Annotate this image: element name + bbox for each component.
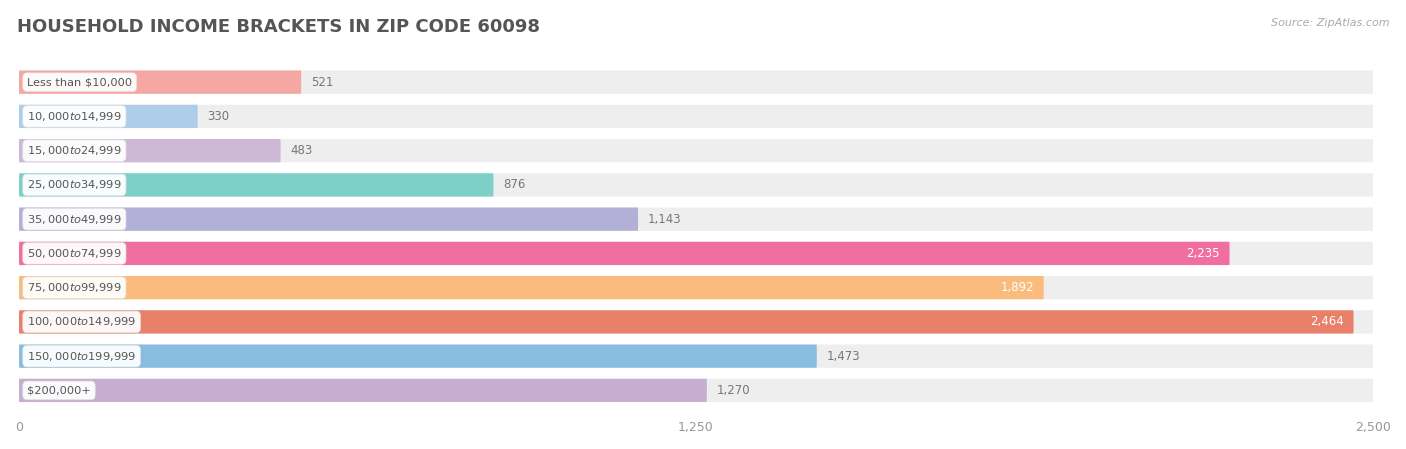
FancyBboxPatch shape: [20, 276, 1043, 299]
Text: 1,892: 1,892: [1001, 281, 1033, 294]
Text: $10,000 to $14,999: $10,000 to $14,999: [27, 110, 122, 123]
Text: 1,473: 1,473: [827, 350, 860, 363]
FancyBboxPatch shape: [20, 276, 1374, 299]
Text: $150,000 to $199,999: $150,000 to $199,999: [27, 350, 136, 363]
FancyBboxPatch shape: [20, 105, 1374, 128]
FancyBboxPatch shape: [20, 379, 707, 402]
FancyBboxPatch shape: [20, 173, 494, 197]
Text: $35,000 to $49,999: $35,000 to $49,999: [27, 213, 122, 226]
FancyBboxPatch shape: [20, 70, 301, 94]
Text: 1,143: 1,143: [648, 213, 682, 226]
Text: 483: 483: [291, 144, 312, 157]
FancyBboxPatch shape: [20, 70, 1374, 94]
Text: HOUSEHOLD INCOME BRACKETS IN ZIP CODE 60098: HOUSEHOLD INCOME BRACKETS IN ZIP CODE 60…: [17, 18, 540, 36]
FancyBboxPatch shape: [20, 242, 1229, 265]
Text: Source: ZipAtlas.com: Source: ZipAtlas.com: [1271, 18, 1389, 28]
Text: 876: 876: [503, 178, 526, 191]
Text: $100,000 to $149,999: $100,000 to $149,999: [27, 315, 136, 328]
FancyBboxPatch shape: [20, 344, 817, 368]
Text: Less than $10,000: Less than $10,000: [27, 77, 132, 87]
Text: $25,000 to $34,999: $25,000 to $34,999: [27, 178, 122, 191]
Text: 521: 521: [311, 76, 333, 88]
FancyBboxPatch shape: [20, 139, 1374, 162]
Text: $75,000 to $99,999: $75,000 to $99,999: [27, 281, 122, 294]
FancyBboxPatch shape: [20, 242, 1374, 265]
Text: 1,270: 1,270: [717, 384, 751, 397]
FancyBboxPatch shape: [20, 207, 638, 231]
Text: $15,000 to $24,999: $15,000 to $24,999: [27, 144, 122, 157]
Text: $200,000+: $200,000+: [27, 385, 91, 396]
FancyBboxPatch shape: [20, 173, 1374, 197]
FancyBboxPatch shape: [20, 207, 1374, 231]
FancyBboxPatch shape: [20, 105, 198, 128]
FancyBboxPatch shape: [20, 310, 1374, 334]
FancyBboxPatch shape: [20, 310, 1354, 334]
Text: 2,464: 2,464: [1310, 315, 1344, 328]
FancyBboxPatch shape: [20, 344, 1374, 368]
FancyBboxPatch shape: [20, 139, 281, 162]
FancyBboxPatch shape: [20, 379, 1374, 402]
Text: 330: 330: [208, 110, 229, 123]
Text: 2,235: 2,235: [1187, 247, 1220, 260]
Text: $50,000 to $74,999: $50,000 to $74,999: [27, 247, 122, 260]
